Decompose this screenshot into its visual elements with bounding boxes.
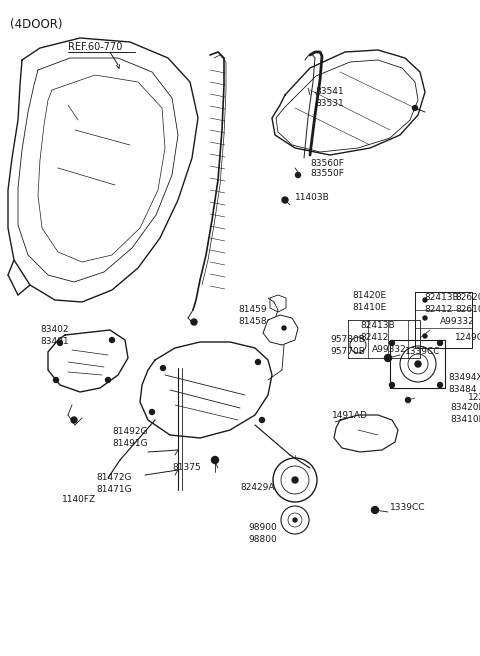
Circle shape xyxy=(415,361,421,367)
Circle shape xyxy=(109,337,115,342)
Text: 82429A: 82429A xyxy=(240,483,275,493)
Text: 81420E: 81420E xyxy=(352,291,386,300)
Text: 81410E: 81410E xyxy=(352,302,386,312)
Text: 83494X: 83494X xyxy=(448,373,480,382)
Circle shape xyxy=(260,417,264,422)
Text: 83410B: 83410B xyxy=(450,415,480,424)
Circle shape xyxy=(212,457,218,464)
Text: 82412: 82412 xyxy=(360,333,388,342)
Text: 81491G: 81491G xyxy=(112,440,148,449)
Circle shape xyxy=(292,477,298,483)
Text: (4DOOR): (4DOOR) xyxy=(10,18,62,31)
Circle shape xyxy=(191,319,197,325)
Circle shape xyxy=(58,340,62,346)
Text: 83420B: 83420B xyxy=(450,403,480,411)
Circle shape xyxy=(71,417,77,423)
Text: 83560F: 83560F xyxy=(310,159,344,167)
Text: 82412: 82412 xyxy=(424,306,452,314)
Circle shape xyxy=(423,316,427,320)
Circle shape xyxy=(372,506,379,514)
Circle shape xyxy=(282,326,286,330)
Circle shape xyxy=(106,377,110,382)
Circle shape xyxy=(282,197,288,203)
Circle shape xyxy=(389,382,395,388)
Text: REF.60-770: REF.60-770 xyxy=(68,42,122,52)
Text: A99332: A99332 xyxy=(372,344,407,354)
Circle shape xyxy=(389,340,395,346)
Text: 83531: 83531 xyxy=(315,98,344,108)
Text: 82620: 82620 xyxy=(455,293,480,302)
Circle shape xyxy=(412,106,418,110)
Text: 82413B: 82413B xyxy=(360,321,395,329)
Text: 95770B: 95770B xyxy=(330,348,365,356)
Text: 1249GE: 1249GE xyxy=(455,333,480,342)
Circle shape xyxy=(255,359,261,365)
Text: 1140FZ: 1140FZ xyxy=(62,495,96,504)
Circle shape xyxy=(296,173,300,178)
Text: 81471G: 81471G xyxy=(96,485,132,495)
Text: 83402: 83402 xyxy=(40,325,69,335)
Circle shape xyxy=(437,382,443,388)
Circle shape xyxy=(423,334,427,338)
Circle shape xyxy=(53,377,59,382)
Text: 83550F: 83550F xyxy=(310,169,344,178)
Circle shape xyxy=(406,398,410,403)
Text: 81472G: 81472G xyxy=(96,474,132,483)
Circle shape xyxy=(149,409,155,415)
Text: 81458: 81458 xyxy=(238,318,266,327)
Text: 1220AS: 1220AS xyxy=(468,394,480,403)
Text: 81459: 81459 xyxy=(238,306,266,314)
Circle shape xyxy=(293,518,297,522)
Circle shape xyxy=(160,365,166,371)
Circle shape xyxy=(384,354,392,361)
Text: 98900: 98900 xyxy=(248,523,277,533)
Circle shape xyxy=(437,340,443,346)
Text: 98800: 98800 xyxy=(248,535,277,544)
Text: 1339CC: 1339CC xyxy=(405,348,441,356)
Text: 82413B: 82413B xyxy=(424,293,458,302)
Text: 81492G: 81492G xyxy=(112,428,147,436)
Text: 81375: 81375 xyxy=(172,464,201,472)
Text: 83401: 83401 xyxy=(40,337,69,346)
Text: 95780B: 95780B xyxy=(330,335,365,344)
Text: 82610B: 82610B xyxy=(455,306,480,314)
Text: 83484: 83484 xyxy=(448,386,477,394)
Text: 1491AD: 1491AD xyxy=(332,411,368,420)
Text: 1339CC: 1339CC xyxy=(390,504,425,512)
Text: 11403B: 11403B xyxy=(295,194,330,203)
Circle shape xyxy=(423,298,427,302)
Text: A99332: A99332 xyxy=(440,318,475,327)
Text: 83541: 83541 xyxy=(315,87,344,96)
